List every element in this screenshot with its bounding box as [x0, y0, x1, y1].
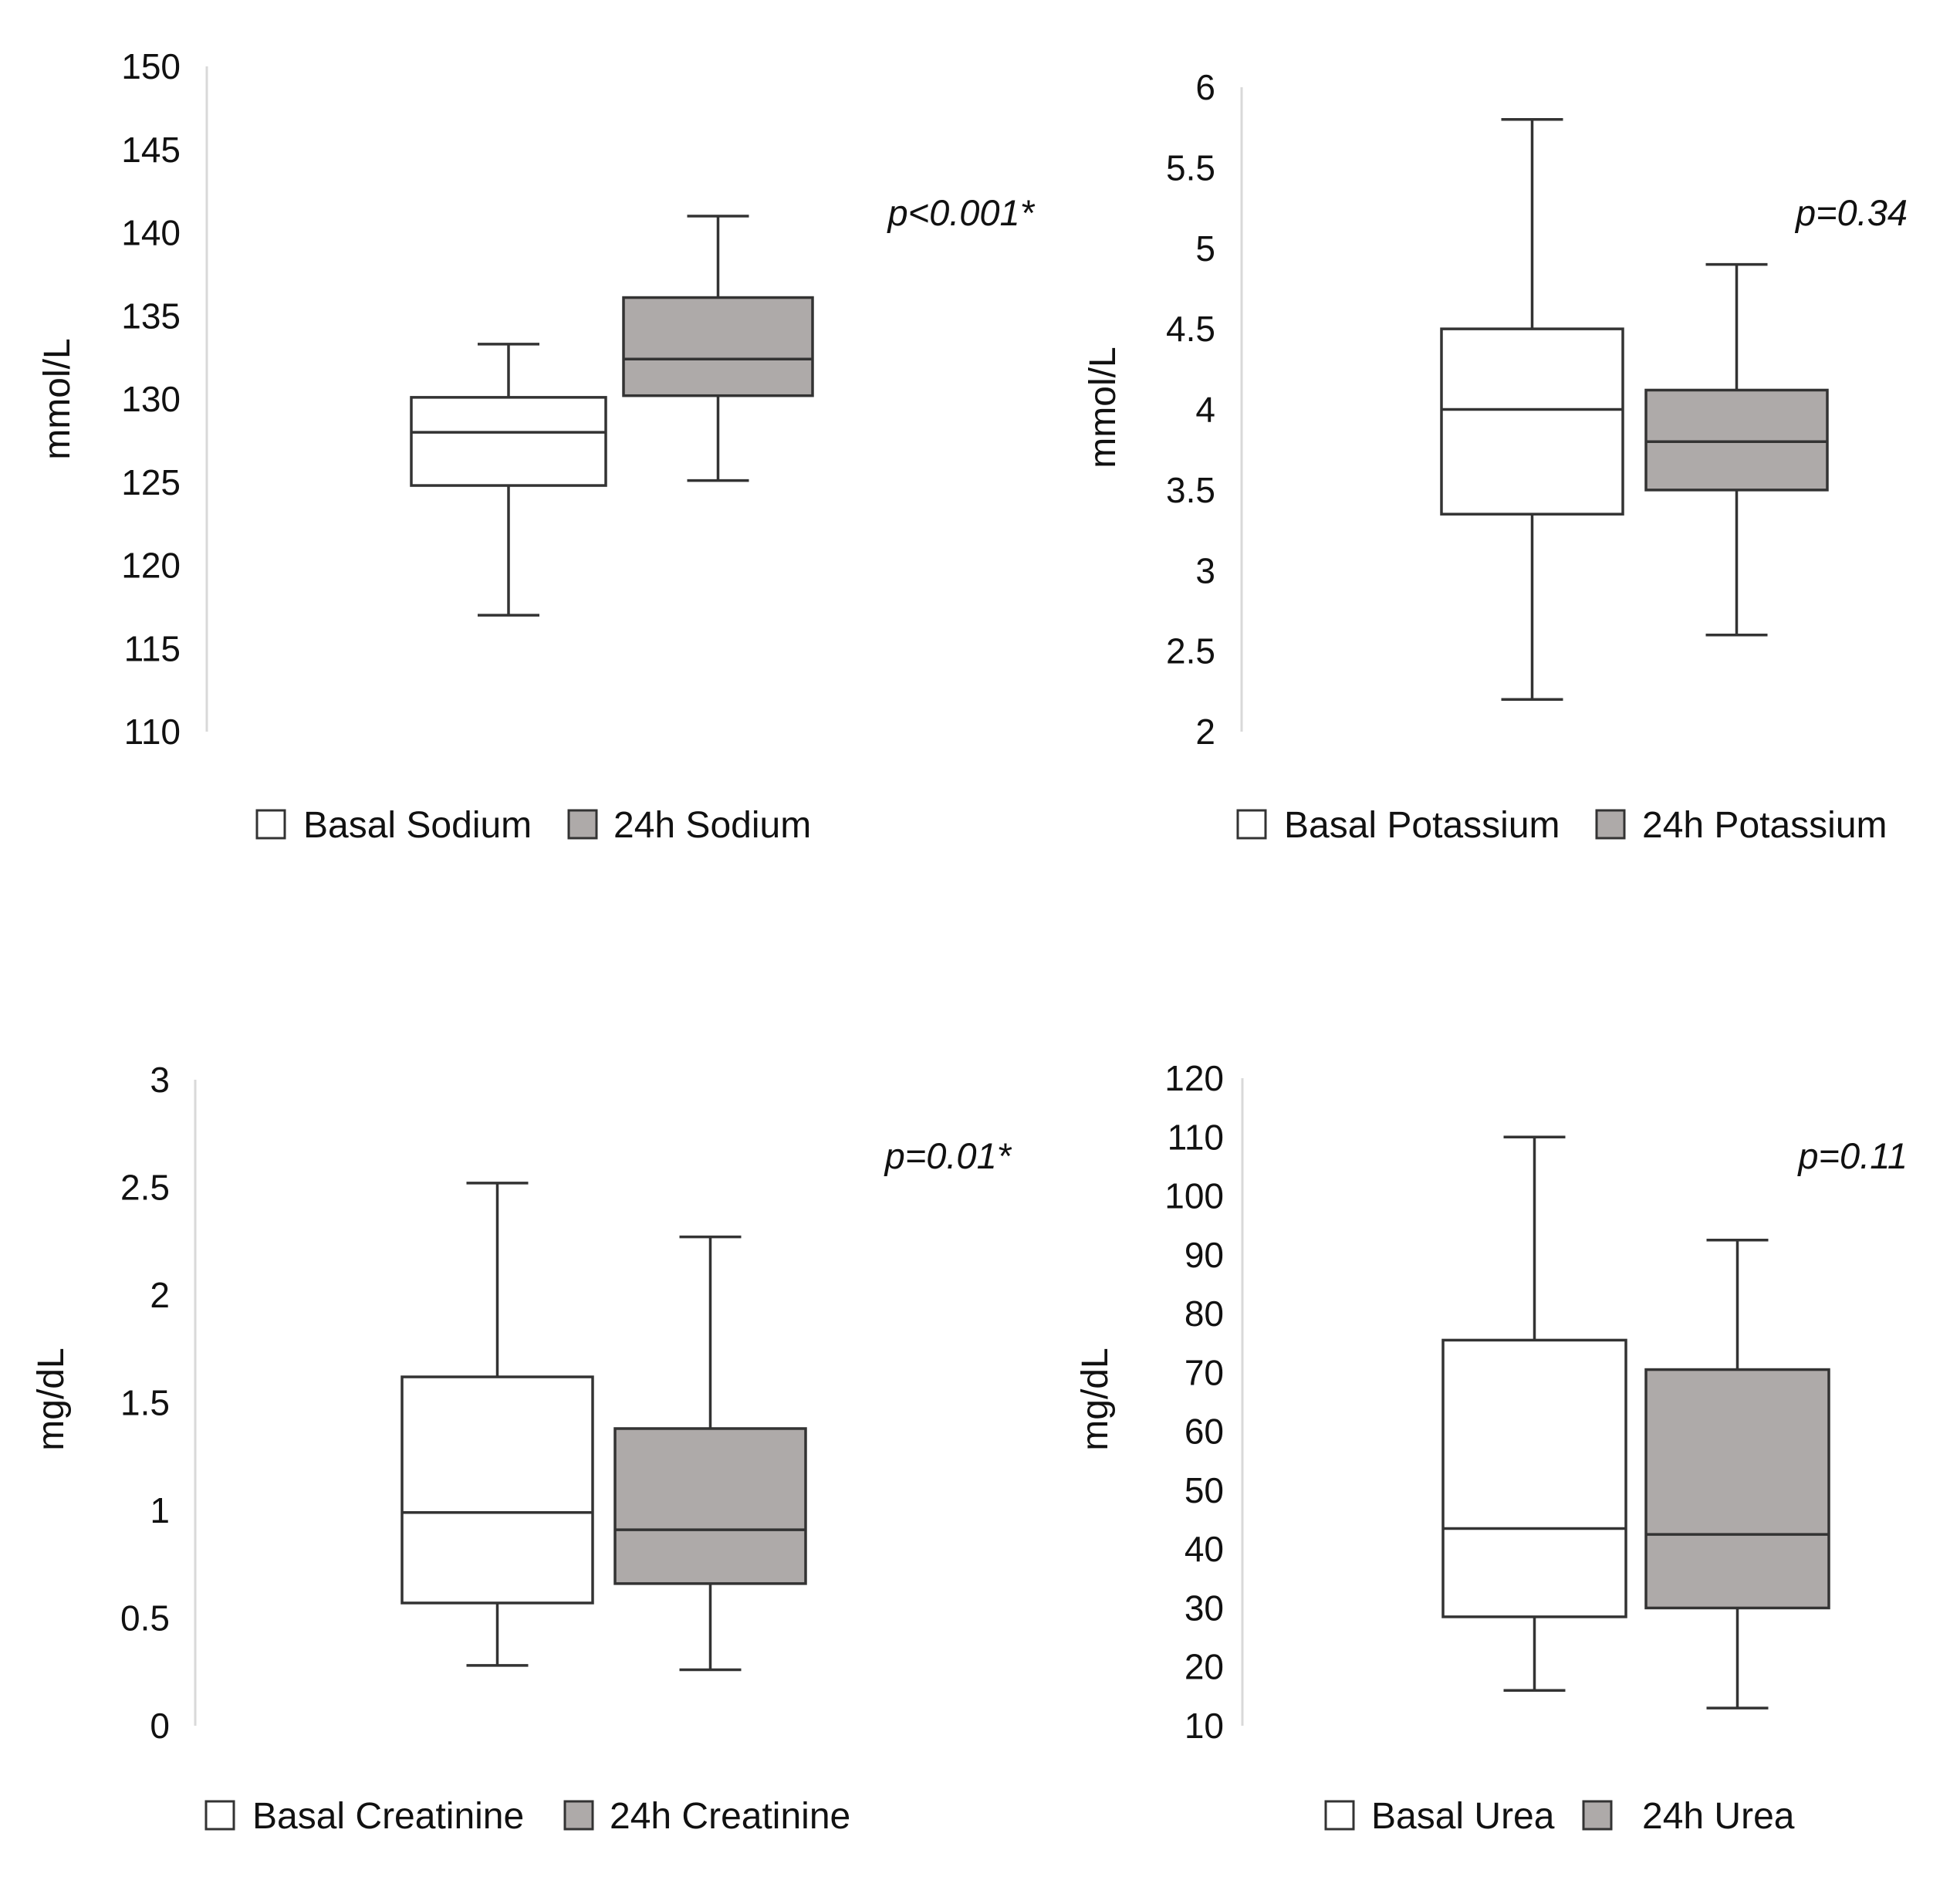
urea-basal-box: [1441, 1338, 1627, 1618]
potassium-y-tick-label: 2: [1195, 712, 1215, 752]
creatinine-y-tick-label: 2: [150, 1275, 170, 1315]
sodium-24h-box: [622, 296, 814, 397]
sodium-y-tick-label: 120: [121, 546, 181, 586]
urea-y-tick-label: 90: [1185, 1235, 1224, 1275]
potassium-y-tick-label: 5.5: [1166, 147, 1215, 188]
sodium-y-tick-label: 125: [121, 462, 181, 502]
sodium-panel: 110 115 120 125 130 135 140 145 150 mmol/L p<0.001…: [37, 46, 1036, 846]
urea-y-tick-label: 110: [1168, 1117, 1224, 1157]
creatinine-y-tick-label: 2.5: [120, 1168, 170, 1208]
potassium-y-tick-label: 4: [1195, 390, 1215, 430]
potassium-p-value: p=0.34: [1794, 192, 1908, 233]
urea-legend-24h-swatch: [1582, 1800, 1613, 1831]
urea-y-axis-title: mg/dL: [1075, 1348, 1116, 1450]
potassium-y-tick-label: 3: [1195, 550, 1215, 590]
urea-y-tick-label: 70: [1185, 1352, 1224, 1392]
creatinine-panel: 0 0.5 1 1.5 2 2.5 3 mg/dL p=0.01* Basal Creatinin…: [31, 1060, 1012, 1837]
sodium-legend-24h-swatch: [567, 809, 598, 840]
potassium-y-axis-title: mmol/L: [1083, 347, 1124, 468]
sodium-y-tick-label: 115: [124, 628, 181, 668]
sodium-y-tick-label: 135: [121, 296, 181, 336]
sodium-y-tick-label: 150: [121, 46, 181, 86]
urea-p-value: p=0.11: [1796, 1135, 1908, 1176]
creatinine-y-tick-label: 0: [150, 1706, 170, 1746]
sodium-y-tick-label: 140: [121, 213, 181, 253]
sodium-y-tick-label: 130: [121, 379, 181, 419]
urea-y-tick-label: 120: [1164, 1058, 1224, 1098]
sodium-y-tick-label: 145: [121, 130, 181, 170]
urea-legend-basal-swatch: [1324, 1800, 1355, 1831]
sodium-legend-basal-label: Basal Sodium: [303, 805, 532, 846]
creatinine-legend-24h-swatch: [563, 1800, 594, 1831]
urea-y-tick-label: 30: [1185, 1588, 1224, 1628]
potassium-y-tick-label: 4.5: [1166, 309, 1215, 349]
creatinine-y-tick-label: 1: [150, 1490, 170, 1530]
sodium-y-tick-label: 110: [124, 712, 181, 752]
sodium-p-value: p<0.001*: [887, 192, 1036, 233]
sodium-basal-box: [410, 396, 607, 487]
urea-24h-box: [1644, 1368, 1830, 1610]
urea-y-tick-label: 60: [1185, 1412, 1224, 1452]
urea-y-tick-label: 10: [1185, 1706, 1224, 1746]
urea-y-tick-label: 40: [1185, 1529, 1224, 1569]
creatinine-y-tick-label: 0.5: [120, 1598, 170, 1639]
creatinine-p-value: p=0.01*: [884, 1135, 1012, 1176]
potassium-legend-24h-swatch: [1595, 809, 1626, 840]
urea-y-tick-label: 20: [1185, 1647, 1224, 1687]
potassium-y-tick-label: 2.5: [1166, 631, 1215, 671]
creatinine-y-tick-label: 3: [150, 1060, 170, 1100]
urea-y-tick-label: 100: [1164, 1176, 1224, 1216]
sodium-legend-24h-label: 24h Sodium: [613, 805, 811, 846]
potassium-panel: 2 2.5 3 3.5 4 4.5 5 5.5 6 mmol/L p=0.34 Basal Potas…: [1083, 67, 1908, 846]
creatinine-y-axis-title: mg/dL: [31, 1348, 72, 1450]
sodium-legend-basal-swatch: [255, 809, 286, 840]
urea-panel: 10 20 30 40 50 60 70 80 90 100 110 120 mg/dL p=0.11 Ba…: [1075, 1058, 1908, 1837]
potassium-24h-box: [1644, 388, 1829, 492]
urea-y-tick-label: 80: [1185, 1294, 1224, 1334]
potassium-y-tick-label: 3.5: [1166, 470, 1215, 510]
creatinine-24h-box: [613, 1427, 807, 1585]
urea-legend-24h-label: 24h Urea: [1642, 1796, 1795, 1837]
urea-y-tick-label: 50: [1185, 1470, 1224, 1510]
urea-legend-basal-label: Basal Urea: [1371, 1796, 1555, 1837]
potassium-y-tick-label: 6: [1195, 67, 1215, 107]
sodium-y-axis-title: mmol/L: [37, 338, 78, 459]
potassium-basal-box: [1440, 327, 1624, 516]
creatinine-legend-basal-label: Basal Creatinine: [252, 1796, 524, 1837]
creatinine-legend-basal-swatch: [204, 1800, 235, 1831]
potassium-legend-basal-swatch: [1236, 809, 1267, 840]
creatinine-basal-box: [400, 1375, 594, 1605]
creatinine-y-tick-label: 1.5: [120, 1383, 170, 1423]
creatinine-legend-24h-label: 24h Creatinine: [610, 1796, 850, 1837]
potassium-legend-24h-label: 24h Potassium: [1642, 805, 1887, 846]
potassium-y-tick-label: 5: [1195, 228, 1215, 269]
potassium-legend-basal-label: Basal Potassium: [1284, 805, 1560, 846]
